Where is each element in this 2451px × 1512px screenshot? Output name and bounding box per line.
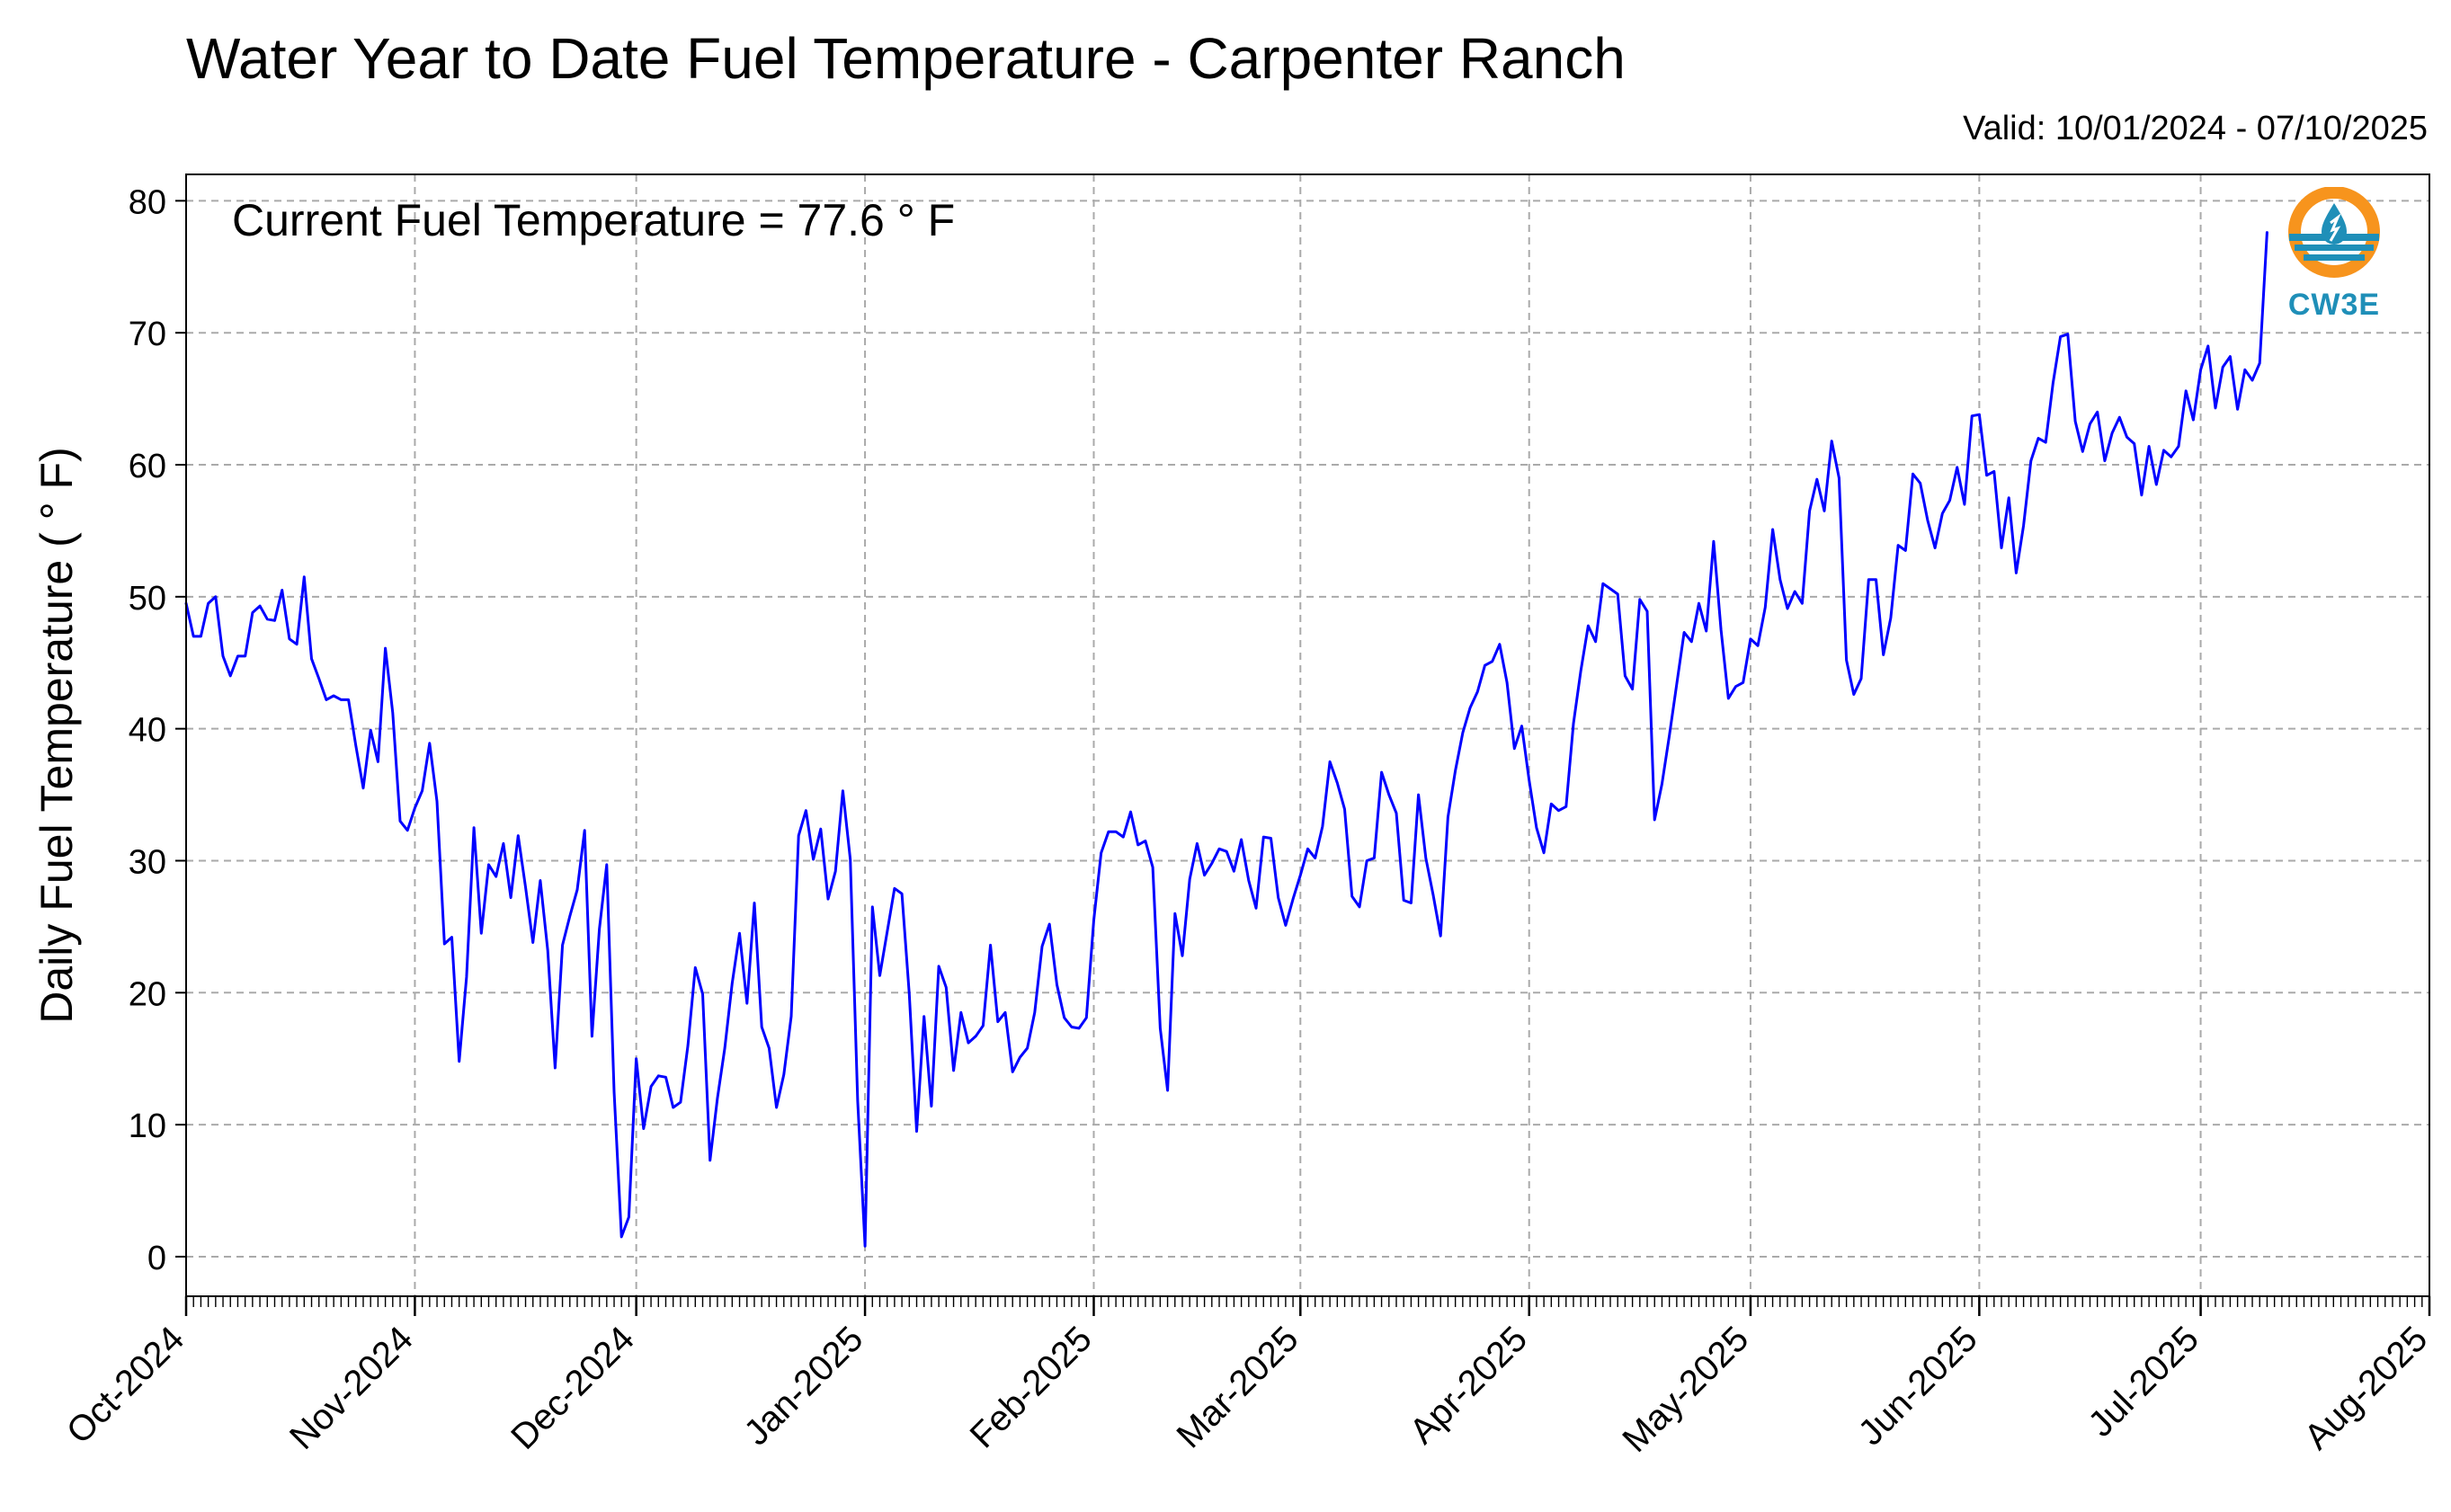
grid-lines [185,174,2430,1296]
y-tick-label: 0 [147,1240,166,1277]
x-tick-label: Apr-2025 [1403,1319,1535,1451]
y-tick-label: 60 [129,448,166,485]
x-tick-label: May-2025 [1615,1319,1756,1460]
x-tick-labels: Oct-2024 Nov-2024 Dec-2024 Jan-2025 Feb-2025… [59,1319,2435,1460]
y-tick-label: 30 [129,843,166,881]
y-tick-label: 20 [129,975,166,1013]
current-temperature-annotation: Current Fuel Temperature = 77.6 ° F [232,195,955,245]
cw3e-logo: CW3E [2280,186,2388,331]
x-tick-label: Jan-2025 [736,1319,870,1453]
x-tick-label: Oct-2024 [59,1319,192,1451]
x-tick-label: Dec-2024 [504,1319,642,1457]
plot-frame [185,173,2430,1297]
fuel-temperature-series-line [184,231,2268,1248]
y-tick-label: 50 [129,580,166,618]
valid-date-range: Valid: 10/01/2024 - 07/10/2025 [1963,110,2428,147]
x-tick-label: Nov-2024 [282,1319,421,1457]
series-layer [184,231,2268,1248]
y-tick-labels: 0 10 20 30 40 50 60 70 80 [129,183,166,1277]
x-tick-label: Jun-2025 [1851,1319,1985,1453]
minor-tick-marks [185,1296,2430,1307]
x-tick-label: Jul-2025 [2081,1319,2206,1445]
x-tick-label: Feb-2025 [963,1319,1100,1455]
chart-title: Water Year to Date Fuel Temperature - Ca… [186,26,1626,91]
y-tick-label: 10 [129,1107,166,1145]
major-tick-marks [175,200,2431,1316]
y-tick-label: 70 [129,316,166,353]
y-axis-label: Daily Fuel Temperature ( ° F) [31,447,82,1023]
x-tick-label: Aug-2025 [2297,1319,2436,1457]
cw3e-emblem-icon [2288,186,2380,278]
logo-text: CW3E [2287,288,2381,322]
y-tick-label: 80 [129,183,166,221]
x-tick-label: Mar-2025 [1169,1319,1306,1455]
y-tick-label: 40 [129,712,166,750]
